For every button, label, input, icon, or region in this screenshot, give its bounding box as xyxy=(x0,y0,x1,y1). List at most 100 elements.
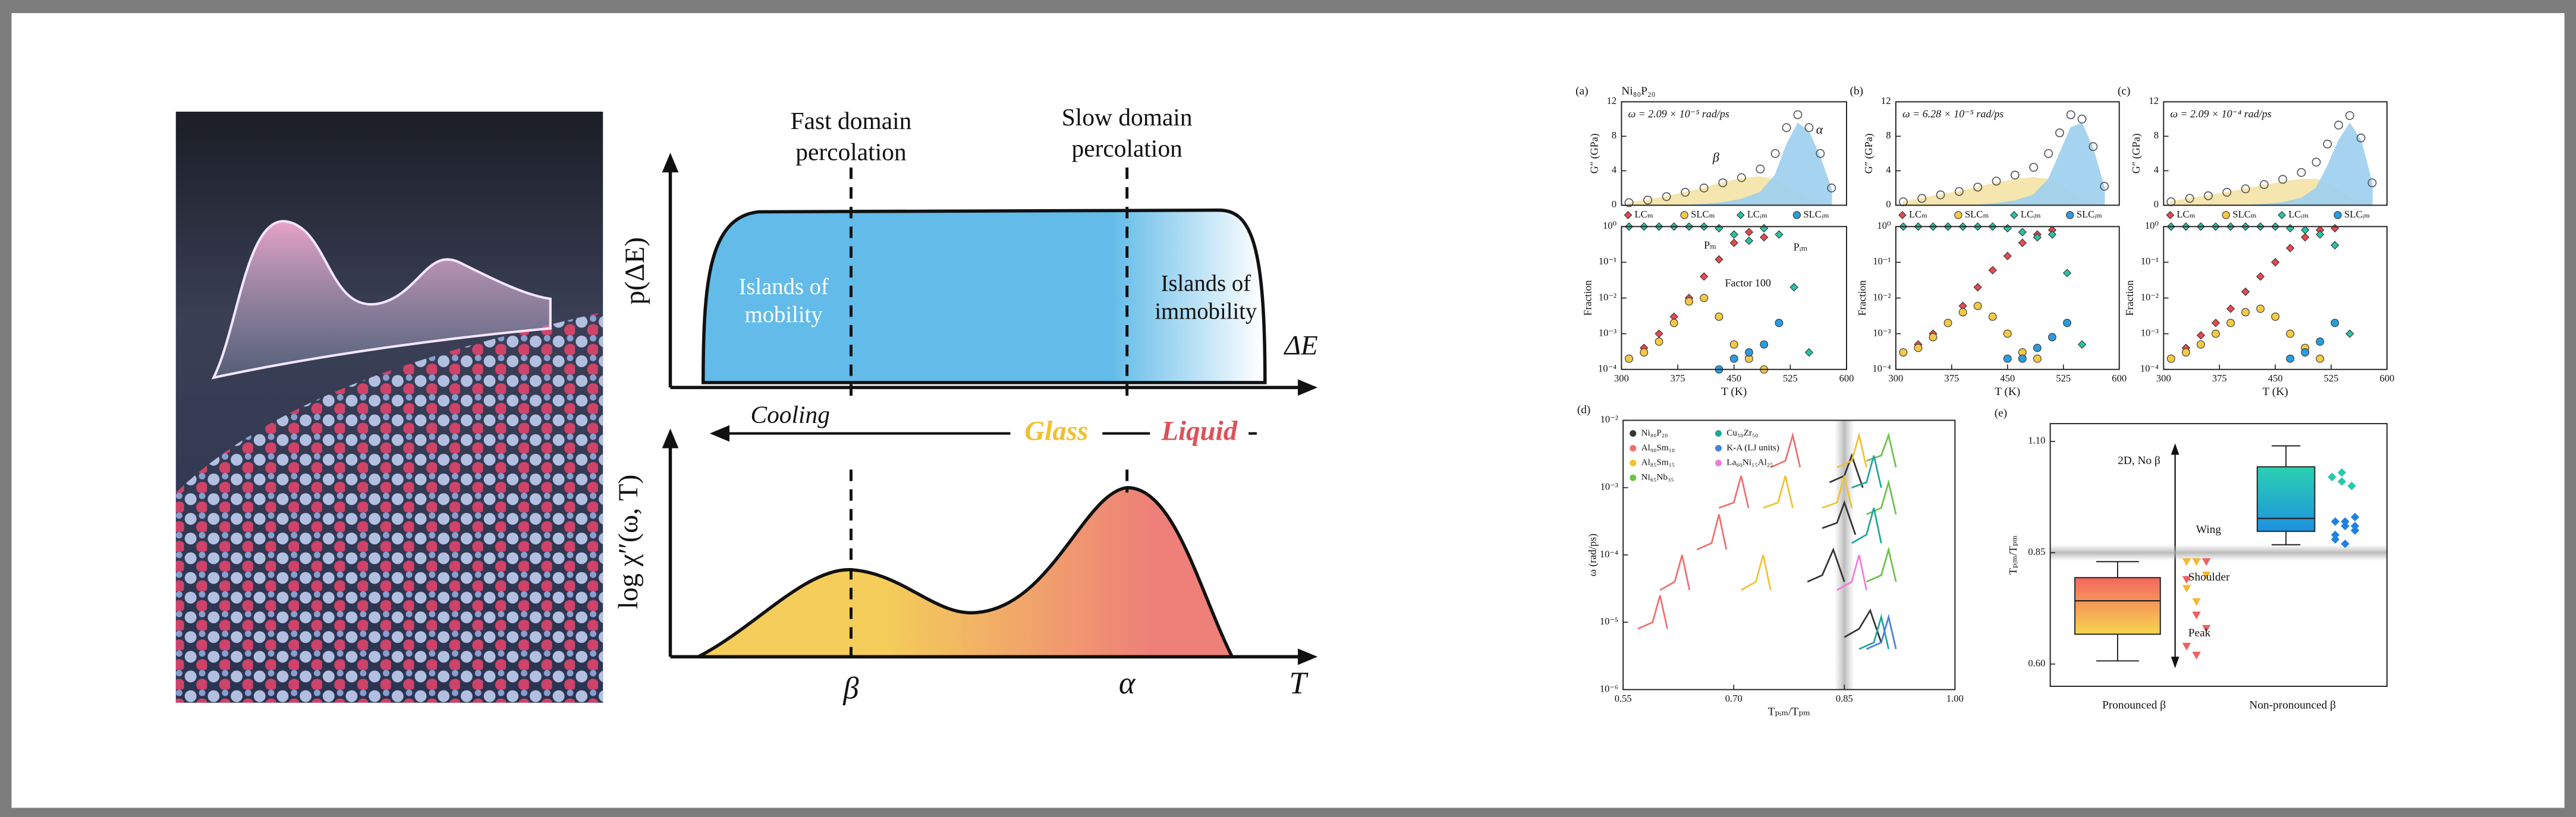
x-tick-label: 0.70 xyxy=(1725,693,1743,704)
y-tick-label: 10⁻¹ xyxy=(1599,255,1616,267)
x-axis-label: Tₚᵢₘ/Tₚₘ xyxy=(1768,706,1810,718)
label: Cooling xyxy=(750,400,830,428)
y-tick-label: 10⁻⁴ xyxy=(1873,363,1891,374)
data-point xyxy=(2301,226,2310,235)
x-tick-label: 600 xyxy=(2112,373,2127,384)
annotation: ω = 2.09 × 10⁻⁴ rad/ps xyxy=(2170,108,2271,120)
data-point xyxy=(2077,340,2087,349)
x-tick-label: 450 xyxy=(1726,373,1741,384)
legend-marker xyxy=(2333,211,2342,219)
data-point xyxy=(2003,251,2012,260)
x-axis-label: T (K) xyxy=(2263,386,2288,398)
box xyxy=(2256,466,2316,532)
data-point xyxy=(2316,230,2325,239)
plot-frame xyxy=(2163,101,2388,206)
data-point xyxy=(2367,178,2377,188)
annotation: ω = 6.28 × 10⁻⁵ rad/ps xyxy=(1902,108,2003,120)
label: β xyxy=(842,671,859,705)
x-tick-label: 450 xyxy=(2268,373,2283,384)
data-point xyxy=(2347,481,2356,491)
data-point xyxy=(2345,111,2354,120)
data-point xyxy=(1929,333,1937,342)
data-line xyxy=(1637,432,1801,630)
x-tick-label: Non-pronounced β xyxy=(2249,699,2336,712)
annotation: Pₘ xyxy=(1704,239,1716,251)
data-point xyxy=(2044,149,2053,158)
data-point xyxy=(2337,477,2347,486)
data-point xyxy=(1816,149,1825,158)
schematic: Fast domain percolation Slow domain perc… xyxy=(613,103,1318,705)
data-point xyxy=(2259,180,2269,190)
data-point xyxy=(1827,183,1836,193)
y-tick-label: 10⁻¹ xyxy=(1873,255,1891,267)
data-point xyxy=(1760,340,1769,349)
legend-label: LCᵢₘ xyxy=(1747,209,1767,220)
y-axis-label: Tₚᵢₘ/Tₚₘ xyxy=(2007,535,2019,575)
x-tick-label: 300 xyxy=(1888,373,1903,384)
data-point xyxy=(1973,301,1982,310)
data-point xyxy=(2337,468,2347,477)
data-point xyxy=(2286,244,2295,253)
y-tick-label: 10⁰ xyxy=(1877,220,1891,231)
data-point xyxy=(1988,266,1997,275)
data-point xyxy=(1700,294,1709,302)
y-tick-label: 10⁻¹ xyxy=(2141,255,2159,267)
data-point xyxy=(2241,184,2250,194)
energy-distribution xyxy=(702,208,1267,384)
y-tick-label: 8 xyxy=(1612,130,1616,141)
y-tick-label: 10⁻² xyxy=(2141,291,2159,302)
data-point xyxy=(2286,354,2295,363)
data-point xyxy=(1782,123,1791,133)
legend-marker xyxy=(1715,430,1722,437)
data-point xyxy=(1640,348,1649,357)
data-point xyxy=(1729,230,1738,239)
x-tick-label: 300 xyxy=(2156,373,2171,384)
data-point xyxy=(1685,297,1693,306)
data-point xyxy=(2166,354,2175,363)
x-tick-label: Pronounced β xyxy=(2102,699,2166,712)
legend-marker xyxy=(2066,211,2074,219)
x-tick-label: 300 xyxy=(1614,373,1629,384)
label: Slow domain xyxy=(1062,103,1193,131)
annotation: ω = 2.09 × 10⁻⁵ rad/ps xyxy=(1628,108,1729,120)
legend-label: SLCₘ xyxy=(1965,209,1989,220)
data-point xyxy=(1988,313,1997,321)
data-point xyxy=(1973,182,1983,192)
annotation: Shoulder xyxy=(2188,571,2230,583)
legend-label: Al₉₀Sm₁₀ xyxy=(1641,443,1675,453)
y-tick-label: 10⁻⁵ xyxy=(1600,616,1618,627)
data-point xyxy=(1793,110,1803,119)
x-axis-label: T (K) xyxy=(1721,386,1747,398)
data-point xyxy=(2033,343,2042,352)
y-tick-label: 10⁻³ xyxy=(1599,327,1616,338)
legend-label: K-A (LJ units) xyxy=(1726,443,1779,453)
data-point xyxy=(2055,128,2064,138)
axis-label: T xyxy=(1289,666,1309,701)
data-point xyxy=(1770,149,1780,158)
y-tick-label: 1.10 xyxy=(2028,435,2045,446)
data-point xyxy=(2066,110,2075,119)
y-tick-label: 10⁰ xyxy=(1603,220,1617,231)
data-point xyxy=(1729,340,1738,349)
y-tick-label: 10⁻³ xyxy=(2141,327,2159,338)
y-axis-label: G″ (GPa) xyxy=(1863,133,1875,174)
data-point xyxy=(1775,230,1784,239)
data-point xyxy=(1744,228,1754,236)
arrowhead xyxy=(662,152,679,173)
legend-marker xyxy=(1630,474,1637,481)
data-point xyxy=(2311,157,2321,167)
data-point xyxy=(1914,343,1923,352)
y-tick-label: 10⁻⁴ xyxy=(1600,548,1618,560)
data-line xyxy=(1740,432,1867,591)
legend-marker xyxy=(1898,211,1907,219)
legend-marker xyxy=(1630,444,1637,452)
data-point xyxy=(1655,329,1663,338)
y-axis-label: G″ (GPa) xyxy=(2130,133,2143,174)
data-point xyxy=(1715,313,1723,321)
y-tick-label: 12 xyxy=(1881,95,1891,106)
legend-label: SLCᵢₘ xyxy=(1803,209,1829,220)
axis-label: log χ″(ω, T) xyxy=(613,475,644,610)
data-point xyxy=(1729,238,1738,247)
arrowhead xyxy=(2171,657,2179,668)
data-point xyxy=(1973,283,1982,292)
